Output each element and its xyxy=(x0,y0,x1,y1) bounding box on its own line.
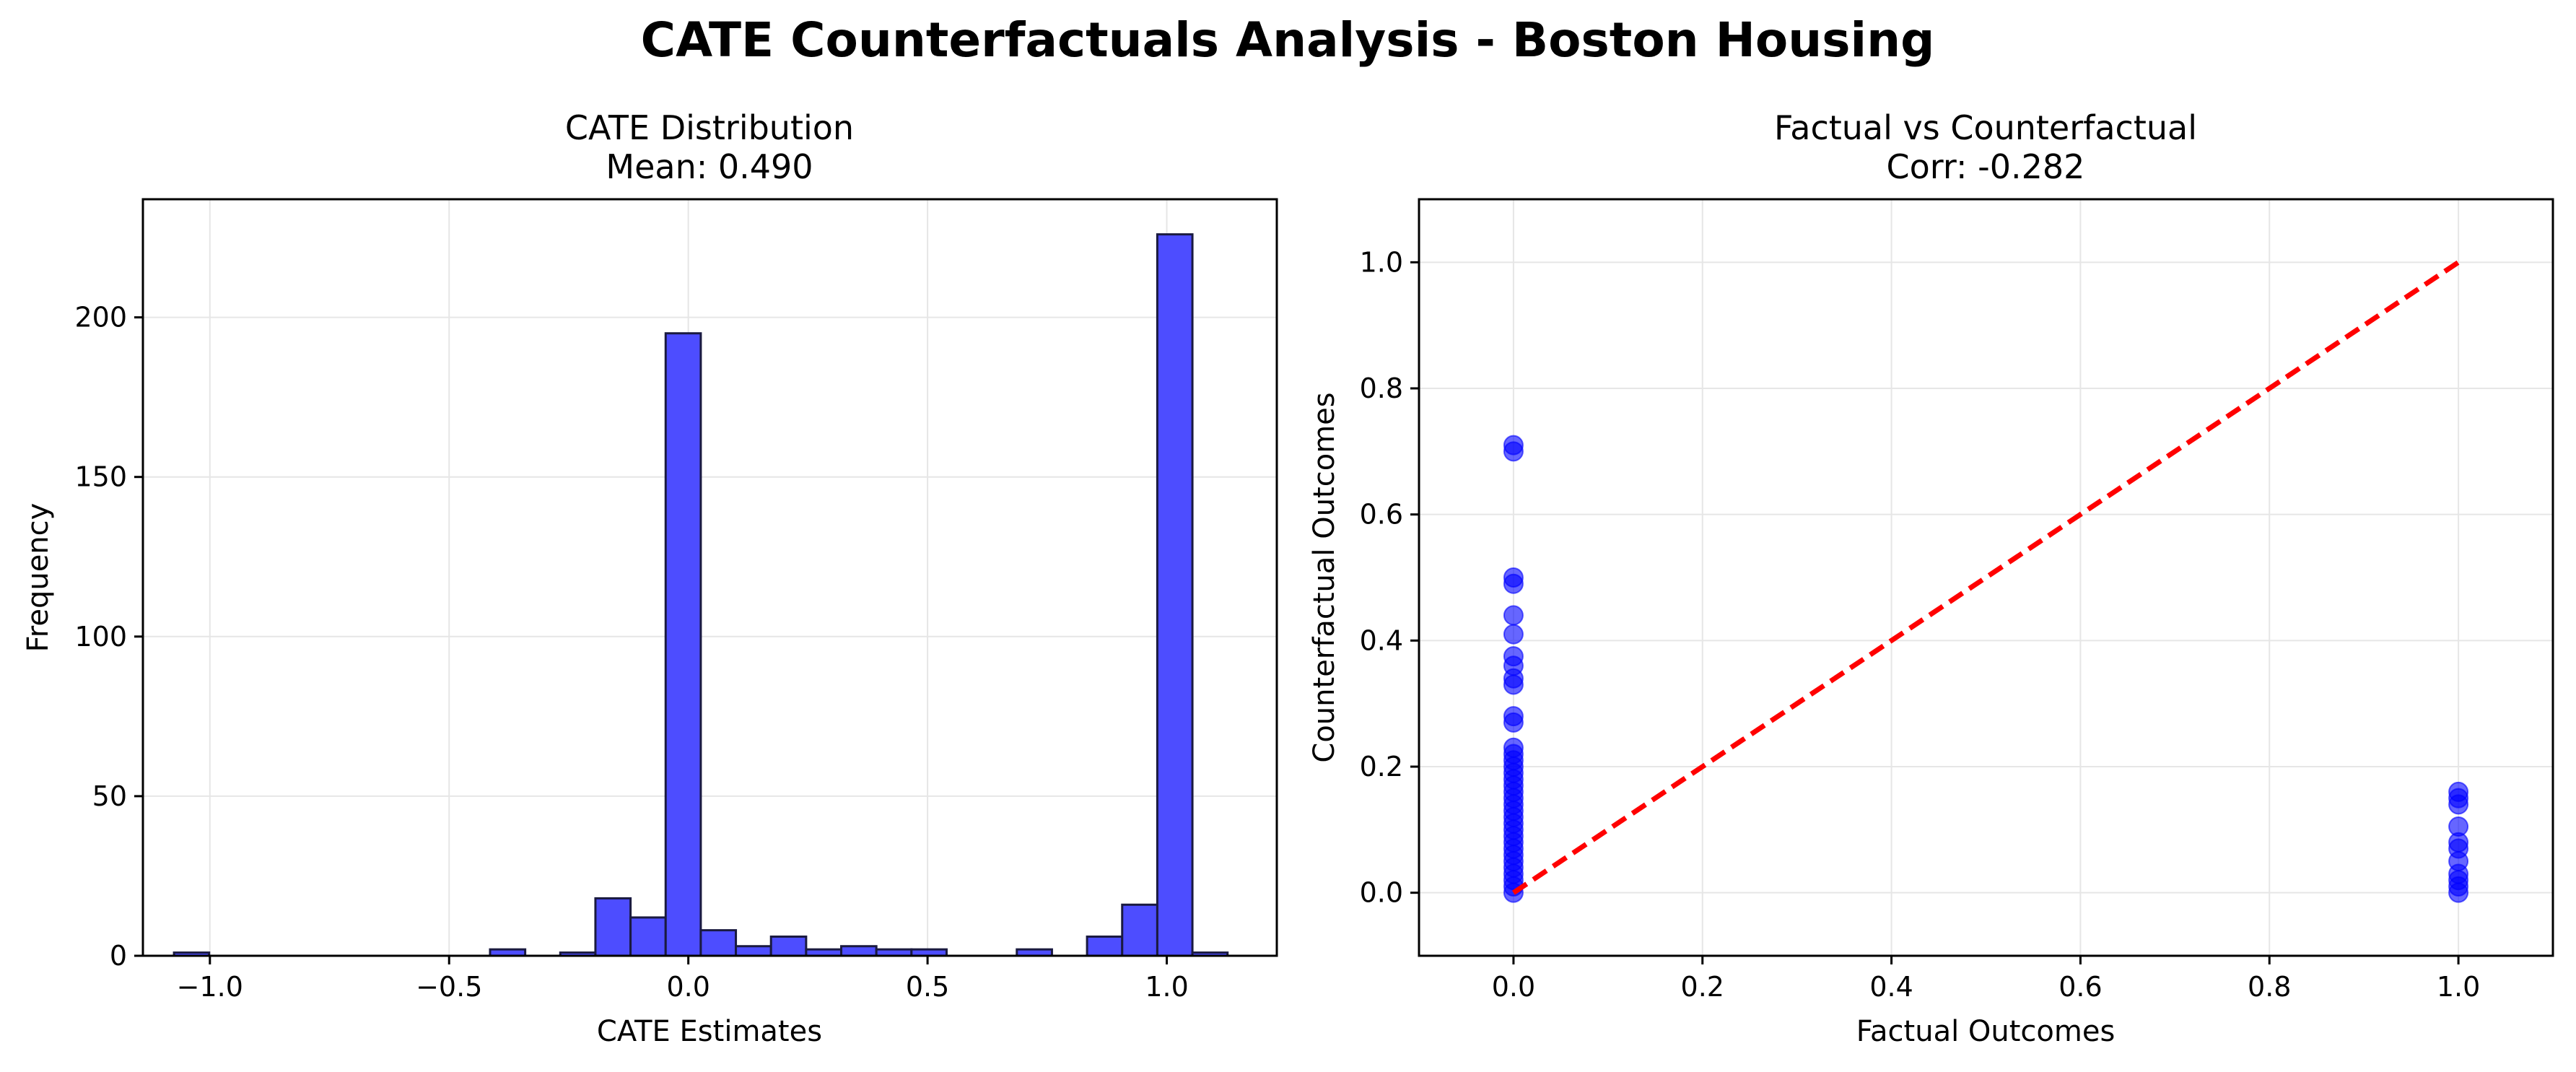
scatter-y-tick-label: 0.6 xyxy=(1360,499,1403,531)
scatter-x-tick-label: 0.4 xyxy=(1869,971,1913,1003)
scatter-y-tick-label: 0.8 xyxy=(1360,372,1403,404)
hist-y-ticks: 0 50 100 150 200 xyxy=(74,302,143,972)
hist-bar xyxy=(1156,233,1194,957)
hist-bar xyxy=(594,897,632,957)
hist-y-tick-label: 150 xyxy=(74,461,127,493)
scatter-point xyxy=(2448,794,2469,815)
scatter-y-tick-label: 0.2 xyxy=(1360,751,1403,783)
scatter-x-tick-label: 0.8 xyxy=(2248,971,2291,1003)
hist-title-line2: Mean: 0.490 xyxy=(606,147,813,186)
scatter-x-tick-label: 1.0 xyxy=(2437,971,2480,1003)
hist-x-tick-label: 0.5 xyxy=(906,971,949,1003)
scatter-title-line2: Corr: -0.282 xyxy=(1887,147,2085,186)
scatter-x-tick-label: 0.0 xyxy=(1492,971,1535,1003)
hist-y-tick-label: 0 xyxy=(110,940,127,972)
hist-bar xyxy=(664,332,702,957)
factual-vs-counterfactual-chart: Factual vs Counterfactual Corr: -0.282 0… xyxy=(1308,108,2554,1048)
cate-distribution-chart: CATE Distribution Mean: 0.490 −1.0 −0.5 0.… xyxy=(22,108,1278,1048)
scatter-x-tick-label: 0.6 xyxy=(2058,971,2102,1003)
scatter-x-axis-label: Factual Outcomes xyxy=(1856,1015,2116,1048)
scatter-point xyxy=(1503,605,1524,626)
figure-title: CATE Counterfactuals Analysis - Boston H… xyxy=(641,12,1935,68)
hist-x-tick-label: −0.5 xyxy=(416,971,482,1003)
hist-x-tick-label: 0.0 xyxy=(666,971,710,1003)
hist-bar xyxy=(1086,935,1124,957)
hist-bars xyxy=(173,233,1229,957)
scatter-title-line1: Factual vs Counterfactual xyxy=(1774,108,2197,147)
scatter-y-tick-label: 0.0 xyxy=(1360,877,1403,909)
hist-bar xyxy=(769,935,808,957)
scatter-point xyxy=(1503,712,1524,733)
hist-x-tick-label: −1.0 xyxy=(177,971,243,1003)
scatter-points xyxy=(1503,435,2469,903)
hist-x-axis-label: CATE Estimates xyxy=(597,1015,822,1048)
scatter-point xyxy=(2448,882,2469,903)
hist-bar xyxy=(629,916,667,957)
scatter-axes-frame xyxy=(1418,198,2554,957)
scatter-y-tick-label: 0.4 xyxy=(1360,624,1403,656)
scatter-point xyxy=(1503,573,1524,594)
hist-y-tick-label: 50 xyxy=(92,780,127,812)
scatter-y-ticks: 0.0 0.2 0.4 0.6 0.8 1.0 xyxy=(1360,246,1419,909)
hist-y-tick-label: 100 xyxy=(74,621,127,653)
scatter-x-tick-label: 0.2 xyxy=(1681,971,1724,1003)
hist-bar xyxy=(735,945,772,957)
scatter-y-tick-label: 1.0 xyxy=(1360,246,1403,278)
hist-title-line1: CATE Distribution xyxy=(565,108,854,147)
scatter-point xyxy=(1503,674,1524,695)
scatter-point xyxy=(1503,441,1524,462)
scatter-point xyxy=(1503,624,1524,645)
hist-bar xyxy=(840,945,878,957)
scatter-y-axis-label: Counterfactual Outcomes xyxy=(1308,392,1341,762)
hist-bar xyxy=(1121,903,1158,957)
hist-axes-frame xyxy=(141,198,1278,957)
hist-x-tick-label: 1.0 xyxy=(1145,971,1188,1003)
hist-x-ticks: −1.0 −0.5 0.0 0.5 1.0 xyxy=(177,956,1189,1003)
hist-bar xyxy=(699,929,738,957)
hist-y-axis-label: Frequency xyxy=(22,503,55,653)
hist-y-tick-label: 200 xyxy=(74,302,127,334)
scatter-x-ticks: 0.0 0.2 0.4 0.6 0.8 1.0 xyxy=(1492,956,2480,1003)
